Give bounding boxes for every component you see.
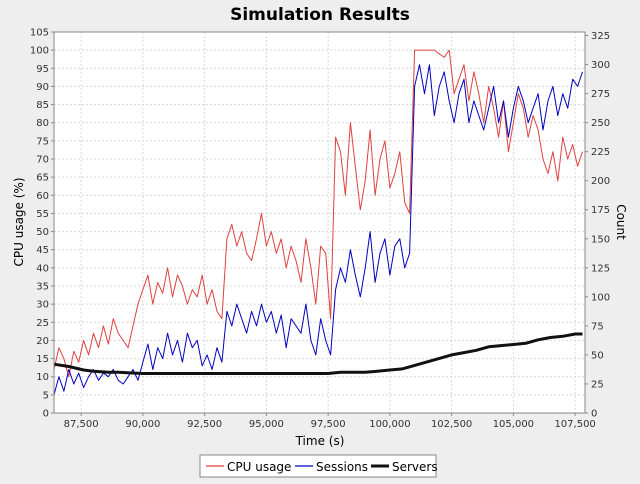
series-layer	[53, 49, 583, 396]
x-axis-ticks: 87,500 90,000 92,500 95,000 97,500 100,000 102…	[64, 413, 596, 430]
x-tick-label: 97,500	[311, 419, 346, 430]
x-tick-label: 90,000	[125, 419, 160, 430]
right-tick-label: 300	[591, 60, 610, 71]
x-tick-label: 87,500	[64, 419, 99, 430]
left-tick-label: 35	[36, 282, 49, 293]
legend-label-sessions: Sessions	[316, 460, 368, 474]
right-tick-label: 175	[591, 205, 610, 216]
x-tick-label: 92,500	[187, 419, 222, 430]
legend-box	[199, 454, 437, 478]
plot-border	[53, 31, 586, 414]
x-tick-label: 102,500	[431, 419, 472, 430]
left-tick-label: 5	[43, 390, 49, 401]
right-tick-label: 325	[591, 31, 610, 42]
x-tick-label: 100,000	[369, 419, 410, 430]
legend: CPU usage Sessions Servers	[199, 454, 438, 478]
left-tick-label: 70	[36, 155, 49, 166]
left-tick-label: 105	[30, 28, 49, 39]
left-axis-title: CPU usage (%)	[12, 177, 26, 266]
chart-title: Simulation Results	[230, 5, 410, 25]
right-tick-label: 250	[591, 118, 610, 129]
right-tick-label: 25	[591, 379, 604, 390]
right-tick-label: 225	[591, 147, 610, 158]
right-tick-label: 150	[591, 234, 610, 245]
x-tick-label: 95,000	[249, 419, 284, 430]
right-tick-label: 75	[591, 321, 604, 332]
left-tick-label: 10	[36, 372, 49, 383]
plot-area	[54, 32, 585, 413]
left-tick-label: 50	[36, 227, 49, 238]
left-tick-label: 0	[43, 409, 49, 420]
right-tick-label: 275	[591, 89, 610, 100]
x-axis-title: Time (s)	[295, 434, 345, 448]
left-tick-label: 40	[36, 263, 49, 274]
left-tick-label: 15	[36, 354, 49, 365]
right-axis-ticks: 0 25 50 75 100 125 150 175 200 225 250 275 300 325	[585, 31, 610, 420]
right-tick-label: 100	[591, 292, 610, 303]
left-tick-label: 65	[36, 173, 49, 184]
series-line-cpu-usage	[53, 49, 583, 378]
series-line-servers	[53, 332, 583, 375]
right-tick-label: 125	[591, 263, 610, 274]
x-tick-label: 105,000	[493, 419, 534, 430]
right-tick-label: 200	[591, 176, 610, 187]
left-axis-ticks: 0 5 10 15 20 25 30 35 40 45 50 55 60 65 70 75 80 85 90 95 10…	[30, 28, 54, 420]
legend-label-cpu-usage: CPU usage	[227, 460, 291, 474]
left-tick-label: 100	[30, 46, 49, 57]
left-tick-label: 80	[36, 118, 49, 129]
right-tick-label: 0	[591, 409, 597, 420]
series-line-sessions	[53, 64, 583, 396]
left-tick-label: 75	[36, 136, 49, 147]
left-tick-label: 55	[36, 209, 49, 220]
left-tick-label: 25	[36, 318, 49, 329]
x-tick-label: 107,500	[554, 419, 595, 430]
right-tick-label: 50	[591, 350, 604, 361]
left-tick-label: 90	[36, 82, 49, 93]
left-tick-label: 85	[36, 100, 49, 111]
left-tick-label: 95	[36, 64, 49, 75]
legend-label-servers: Servers	[392, 460, 438, 474]
left-tick-label: 60	[36, 191, 49, 202]
grid-lines	[54, 31, 585, 414]
left-tick-label: 45	[36, 245, 49, 256]
right-axis-title: Count	[614, 204, 628, 240]
left-tick-label: 20	[36, 336, 49, 347]
left-tick-label: 30	[36, 300, 49, 311]
